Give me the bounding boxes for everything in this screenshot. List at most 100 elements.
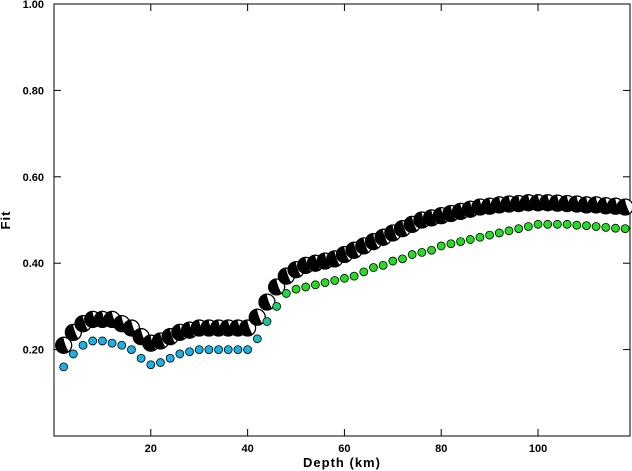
dot-point <box>417 247 427 257</box>
beachball-ring <box>268 278 286 296</box>
dot-point <box>117 340 127 350</box>
beachball-lobe <box>355 237 369 254</box>
dot-point <box>601 222 611 232</box>
beachball-ring <box>122 319 141 337</box>
dot-point <box>378 260 388 270</box>
beachball-lobe <box>481 198 495 215</box>
beachball-lobe <box>365 233 379 250</box>
beachball-lobe <box>259 294 272 310</box>
beachball-series <box>55 194 632 354</box>
beachball-lobe <box>433 207 447 224</box>
beachball-ring <box>258 293 276 311</box>
dot-point <box>127 345 136 355</box>
dot-point <box>582 221 591 231</box>
beachball-lobe <box>94 311 108 328</box>
dot-series <box>59 219 630 372</box>
beachball-lobe <box>530 194 543 211</box>
dot-point <box>175 349 185 359</box>
dot-point <box>572 220 582 230</box>
beachball-lobe <box>404 216 418 233</box>
dot-point <box>301 282 311 292</box>
x-tick-label: 60 <box>338 443 350 455</box>
dot-point <box>369 263 378 272</box>
beachball-lobe <box>462 201 476 218</box>
beachball-lobe <box>55 337 69 354</box>
beachball-lobe <box>123 320 137 336</box>
dot-point <box>281 289 291 298</box>
beachball-lobe <box>394 220 408 237</box>
dot-point <box>136 353 146 363</box>
dot-point <box>494 228 504 238</box>
dot-point <box>146 360 156 370</box>
y-axis-label: Fit <box>0 211 13 230</box>
beachball-lobe <box>491 196 505 213</box>
dot-point <box>223 345 233 355</box>
dot-point <box>611 223 620 233</box>
dot-point <box>340 273 349 283</box>
dot-point <box>427 245 436 255</box>
dot-point <box>591 222 601 231</box>
beachball-lobe <box>471 199 485 215</box>
dot-point <box>330 276 340 285</box>
beachball-lobe <box>520 194 534 211</box>
dot-point <box>523 222 533 231</box>
dot-point <box>233 345 243 355</box>
dot-point <box>533 219 543 229</box>
dot-point <box>407 250 417 259</box>
beachball-lobe <box>249 309 263 326</box>
dot-point <box>214 345 223 355</box>
beachball-lobe <box>84 311 98 328</box>
beachball-lobe <box>578 196 592 213</box>
dot-point <box>620 224 630 234</box>
dot-point <box>446 239 456 249</box>
beachball-mark <box>55 336 73 354</box>
beachball-lobe <box>75 315 88 332</box>
dot-point <box>243 345 253 355</box>
x-tick-label: 100 <box>529 443 547 455</box>
beachball-lobe <box>181 322 195 339</box>
dot-point <box>310 280 320 290</box>
dot-point <box>552 219 562 229</box>
beachball-lobe <box>288 261 301 278</box>
dot-point <box>514 224 524 234</box>
beachball-lobe <box>384 224 398 241</box>
dot-point <box>543 219 553 229</box>
dot-point <box>262 317 272 326</box>
beachball-lobe <box>297 257 311 274</box>
beachball-lobe <box>336 246 350 263</box>
dot-point <box>485 230 495 240</box>
beachball-lobe <box>413 212 427 228</box>
dot-point <box>68 349 78 359</box>
beachball-lobe <box>617 199 631 215</box>
y-tick-label: 1.00 <box>23 0 44 11</box>
beachball-lobe <box>317 253 330 269</box>
beachball-ring <box>55 336 73 354</box>
beachball-lobe <box>442 205 456 222</box>
y-tick-label: 0.20 <box>23 345 44 357</box>
beachball-lobe <box>568 196 582 212</box>
beachball-mark <box>442 204 460 223</box>
x-axis-label: Depth (km) <box>303 455 381 470</box>
beachball-lobe <box>191 320 205 336</box>
dot-point <box>291 284 301 294</box>
beachball-mark <box>248 308 266 326</box>
dot-point <box>107 338 117 348</box>
beachball-lobe <box>171 324 185 341</box>
beachball-mark <box>151 332 170 350</box>
dot-point <box>185 347 194 357</box>
y-axis-ticks: 0.20 0.40 0.60 0.80 1.00 <box>23 0 630 357</box>
y-tick-label: 0.40 <box>23 258 44 270</box>
dot-point <box>398 254 407 264</box>
dot-point <box>436 241 446 251</box>
dot-point <box>98 336 107 346</box>
dot-point <box>320 278 330 288</box>
beachball-lobe <box>501 196 514 212</box>
beachball-lobe <box>607 198 621 215</box>
plot-frame <box>53 3 631 437</box>
beachball-lobe <box>65 324 79 341</box>
beachball-lobe <box>597 197 611 214</box>
dot-point <box>194 345 204 355</box>
beachball-lobe <box>200 320 214 336</box>
